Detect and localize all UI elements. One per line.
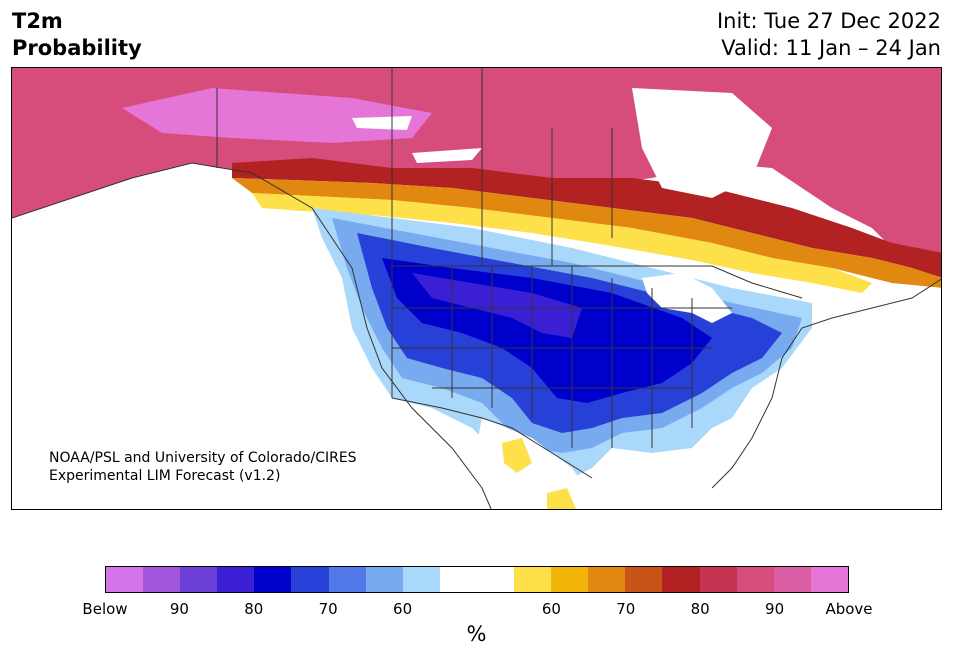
colorbar-cell [773,567,811,592]
southwest-neutral [472,418,601,509]
coastline-east [711,278,941,489]
colorbar [105,566,849,593]
great-lakes [642,273,732,323]
above-orange-band [232,178,941,288]
valid-range: Valid: 11 Jan – 24 Jan [721,36,941,60]
colorbar-unit: % [466,622,487,646]
colorbar-tick-label: 80 [690,600,710,618]
colorbar-cell [291,567,329,592]
colorbar-tick-label: 70 [318,600,338,618]
above-yellow-band [252,193,872,293]
state-lines-central [571,266,693,448]
colorbar-tick-label: 60 [393,600,413,618]
state-lines-horizontal [392,307,732,389]
colorbar-cell [217,567,255,592]
colorbar-cell [328,567,366,592]
colorbar-cell [439,567,477,592]
below-purple-core [412,273,582,338]
colorbar-cell [514,567,552,592]
colorbar-tick-label: 80 [244,600,264,618]
colorbar-cell [365,567,403,592]
colorbar-tick-label: Above [825,600,873,618]
colorbar-cell [254,567,292,592]
colorbar-cell [662,567,700,592]
colorbar-cell [699,567,737,592]
lake-patch-1 [352,116,412,130]
credit-text: NOAA/PSL and University of Colorado/CIRE… [49,449,357,485]
title-line-type: Probability [12,36,142,60]
state-lines-west [391,266,533,418]
us-mexico-border [391,397,593,479]
colorbar-cell [106,567,144,592]
forecast-dates: Init: Tue 27 Dec 2022 Valid: 11 Jan – 24… [717,8,941,62]
colorbar-tick-label: 90 [169,600,189,618]
hudson-bay [632,88,772,198]
colorbar-cell [736,567,774,592]
title-line-variable: T2m [12,9,63,33]
colorbar-cell [402,567,440,592]
colorbar-cell [180,567,218,592]
colorbar-cell [625,567,663,592]
colorbar-tick-label: 60 [541,600,561,618]
southwest-yellow-patch [502,438,532,473]
colorbar-ticks: Below 90 80 70 60 60 70 80 90 Above [82,600,872,618]
colorbar-tick-label: 90 [765,600,785,618]
credit-line-2: Experimental LIM Forecast (v1.2) [49,468,281,484]
colorbar-tick-label: 70 [616,600,636,618]
colorbar-cell [143,567,181,592]
lake-patch-2 [412,148,482,163]
colorbar-cell [476,567,515,592]
colorbar-cell [551,567,589,592]
colorbar-tick-label: Below [82,600,128,618]
colorbar-cell [810,567,848,592]
above-red-band [232,158,941,278]
colorbar-cell [588,567,626,592]
above-pink-core [122,88,432,143]
credit-line-1: NOAA/PSL and University of Colorado/CIRE… [49,450,357,466]
province-lines [391,68,613,266]
init-date: Init: Tue 27 Dec 2022 [716,9,941,33]
coastline-west [12,162,492,509]
mexico-yellow-patch [547,488,577,509]
forecast-map [12,68,941,509]
chart-title: T2m Probability [12,8,142,62]
map-panel [11,67,942,510]
